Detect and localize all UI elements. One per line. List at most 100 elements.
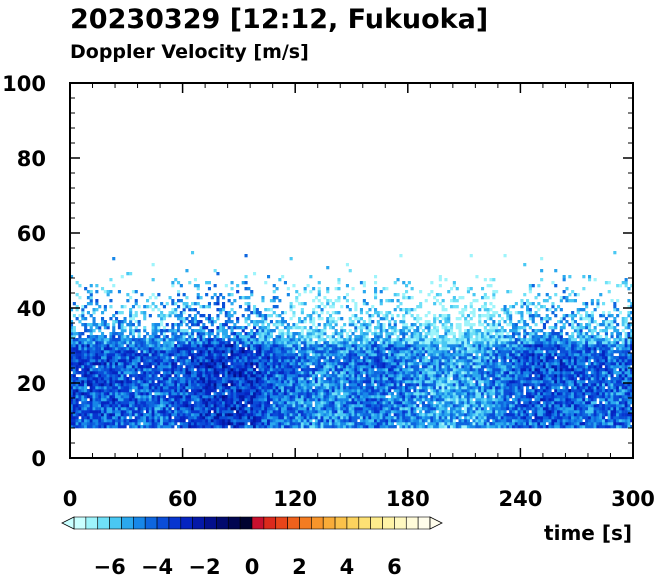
heat-cell [452, 365, 456, 369]
heat-cell [329, 353, 333, 357]
heat-cell [281, 344, 285, 348]
heat-cell [253, 272, 257, 276]
heat-cell [354, 407, 358, 411]
heat-cell [261, 344, 265, 348]
heat-cell [75, 404, 79, 408]
heat-cell [365, 392, 369, 396]
heat-cell [247, 365, 251, 369]
heat-cell [244, 287, 248, 291]
heat-cell [435, 341, 439, 345]
heat-cell [78, 425, 82, 429]
heat-cell [314, 341, 318, 345]
heat-cell [337, 317, 341, 321]
heat-cell [337, 413, 341, 417]
heat-cell [298, 422, 302, 426]
heat-cell [207, 404, 211, 408]
heat-cell [396, 293, 400, 297]
heat-cell [188, 398, 192, 402]
heat-cell [421, 398, 425, 402]
heat-cell [419, 356, 423, 360]
heat-cell [371, 422, 375, 426]
heat-cell [374, 380, 378, 384]
heat-cell [289, 413, 293, 417]
heat-cell [275, 371, 279, 375]
heat-cell [340, 413, 344, 417]
heat-cell [421, 419, 425, 423]
heat-cell [98, 410, 102, 414]
heat-cell [281, 425, 285, 429]
heat-cell [359, 365, 363, 369]
heat-cell [396, 371, 400, 375]
heat-cell [416, 365, 420, 369]
heat-cell [115, 320, 119, 324]
heat-cell [348, 389, 352, 393]
heat-cell [289, 407, 293, 411]
heat-cell [399, 422, 403, 426]
heat-cell [120, 341, 124, 345]
heat-cell [162, 368, 166, 372]
heat-cell [72, 380, 76, 384]
heat-cell [298, 332, 302, 336]
heat-cell [188, 392, 192, 396]
heat-cell [89, 344, 93, 348]
heat-cell [275, 419, 279, 423]
heat-cell [410, 338, 414, 342]
heat-cell [196, 416, 200, 420]
heat-cell [267, 359, 271, 363]
heat-cell [193, 395, 197, 399]
heat-cell [421, 362, 425, 366]
heat-cell [340, 425, 344, 429]
heat-cell [281, 350, 285, 354]
heat-cell [129, 326, 133, 330]
heat-cell [168, 386, 172, 390]
heat-cell [438, 320, 442, 324]
heat-cell [117, 398, 121, 402]
heat-cell [441, 305, 445, 309]
heat-cell [151, 344, 155, 348]
heat-cell [174, 344, 178, 348]
heat-cell [334, 395, 338, 399]
heat-cell [320, 389, 324, 393]
heat-cell [379, 341, 383, 345]
heat-cell [275, 365, 279, 369]
heat-cell [224, 377, 228, 381]
heat-cell [331, 350, 335, 354]
heat-cell [295, 347, 299, 351]
heat-cell [343, 398, 347, 402]
heat-cell [213, 410, 217, 414]
heat-cell [326, 302, 330, 306]
heat-cell [202, 416, 206, 420]
heat-cell [450, 371, 454, 375]
heat-cell [264, 383, 268, 387]
heat-cell [72, 302, 76, 306]
heat-cell [213, 320, 217, 324]
heat-cell [410, 335, 414, 339]
heat-cell [253, 410, 257, 414]
heat-cell [202, 410, 206, 414]
heat-cell [413, 362, 417, 366]
heat-cell [379, 302, 383, 306]
heat-cell [78, 413, 82, 417]
heat-cell [405, 329, 409, 333]
heat-cell [196, 401, 200, 405]
heat-cell [168, 389, 172, 393]
heat-cell [267, 335, 271, 339]
heat-cell [168, 407, 172, 411]
heat-cell [450, 353, 454, 357]
heat-cell [331, 389, 335, 393]
heat-cell [357, 359, 361, 363]
heat-cell [345, 413, 349, 417]
heat-cell [416, 344, 420, 348]
heat-cell [117, 332, 121, 336]
heat-cell [98, 350, 102, 354]
heat-cell [303, 344, 307, 348]
heat-cell [210, 425, 214, 429]
heat-cell [337, 419, 341, 423]
heat-cell [326, 413, 330, 417]
heat-cell [329, 386, 333, 390]
heat-cell [441, 389, 445, 393]
heat-cell [146, 350, 150, 354]
heat-cell [165, 377, 169, 381]
heat-cell [362, 392, 366, 396]
heat-cell [205, 398, 209, 402]
